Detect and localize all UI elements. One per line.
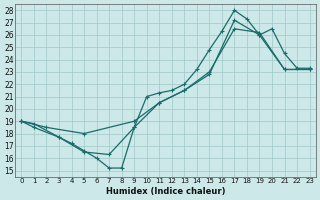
X-axis label: Humidex (Indice chaleur): Humidex (Indice chaleur) bbox=[106, 187, 225, 196]
